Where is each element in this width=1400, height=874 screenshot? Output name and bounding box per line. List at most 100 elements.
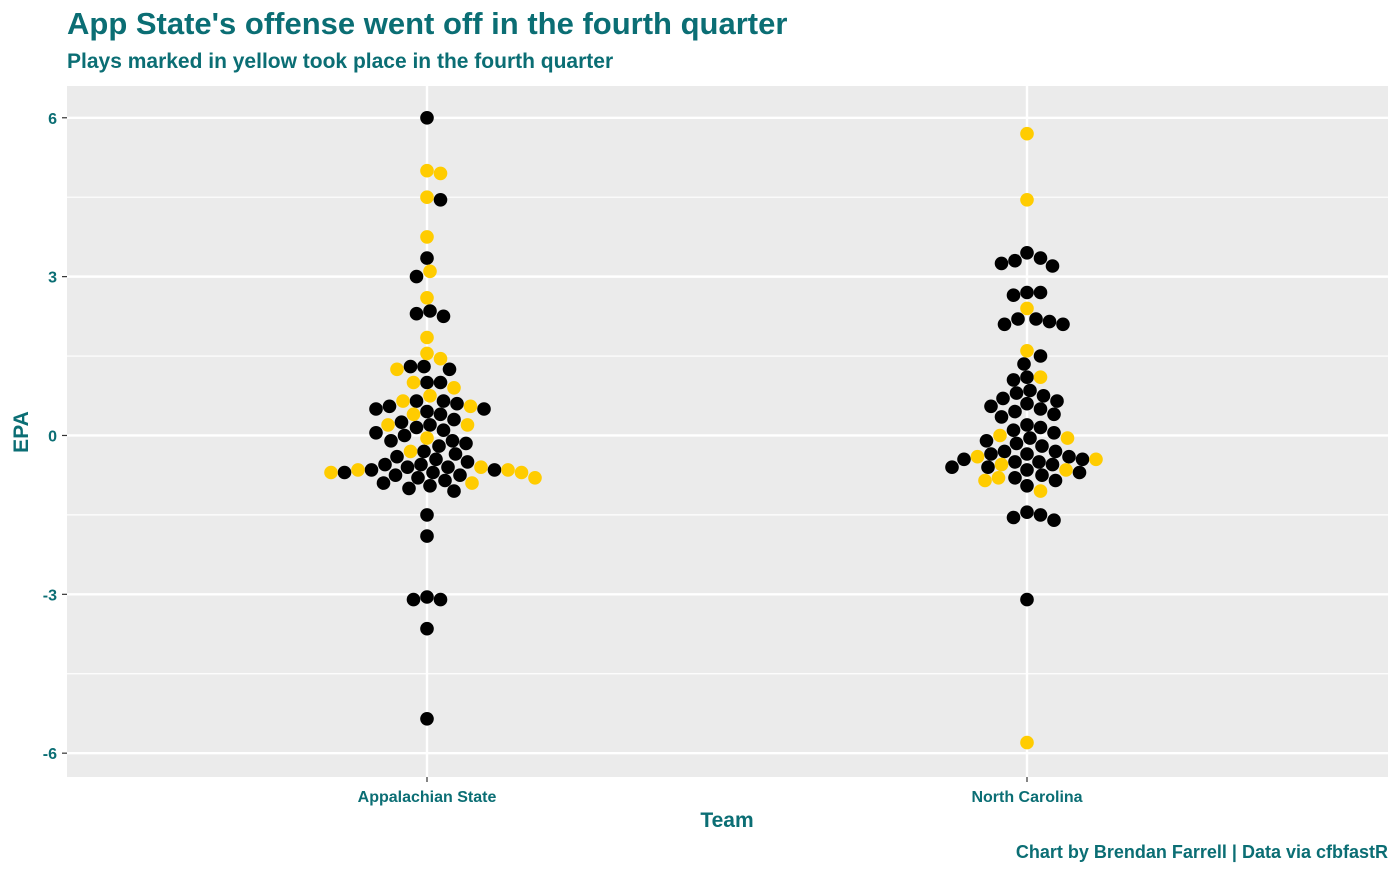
data-point-fourth-quarter [423,264,437,279]
data-point-other-quarter [420,404,434,419]
y-tick-label: 6 [48,111,57,128]
data-point-other-quarter [1033,420,1048,435]
data-point-fourth-quarter [406,407,421,422]
data-point-other-quarter [997,444,1012,459]
data-point-other-quarter [394,415,409,430]
x-axis-title: Team [700,809,753,832]
data-point-fourth-quarter [514,465,529,480]
data-point-other-quarter [1048,473,1063,488]
data-point-other-quarter [447,484,461,498]
data-point-other-quarter [369,426,383,440]
data-point-other-quarter [397,428,412,443]
data-point-other-quarter [1009,386,1024,400]
data-point-other-quarter [420,621,434,636]
data-point-other-quarter [433,193,448,207]
data-point-other-quarter [1036,389,1051,403]
data-point-fourth-quarter [1020,344,1034,358]
data-point-other-quarter [1020,396,1034,411]
data-point-other-quarter [442,362,457,377]
data-point-other-quarter [426,465,440,480]
data-point-fourth-quarter [351,463,365,477]
data-point-fourth-quarter [396,394,410,408]
data-point-other-quarter [1020,463,1034,477]
data-point-other-quarter [1035,468,1049,483]
data-point-other-quarter [994,256,1009,271]
data-point-other-quarter [420,251,434,265]
data-point-fourth-quarter [1059,463,1073,477]
data-point-fourth-quarter [447,381,461,395]
data-point-other-quarter [436,423,451,438]
data-point-other-quarter [1075,452,1090,467]
data-point-other-quarter [388,468,403,483]
data-point-fourth-quarter [970,449,985,464]
data-point-other-quarter [1008,471,1022,485]
data-point-fourth-quarter [1033,370,1048,385]
data-points [324,111,1103,750]
data-point-other-quarter [402,481,416,496]
data-point-other-quarter [1045,259,1060,273]
axes: -6 -3 0 3 6 Appalachian State North Carolina [43,111,1083,806]
data-point-fourth-quarter [474,460,488,475]
data-point-fourth-quarter [1020,126,1034,141]
data-point-other-quarter [423,479,437,493]
data-point-other-quarter [414,457,428,472]
y-axis-title: EPA [10,411,33,453]
data-point-other-quarter [1006,423,1021,438]
data-point-other-quarter [409,269,424,284]
data-point-other-quarter [337,465,352,480]
data-point-other-quarter [994,410,1009,424]
data-point-other-quarter [1062,449,1076,464]
data-point-fourth-quarter [460,418,475,432]
data-point-other-quarter [403,359,418,374]
data-point-other-quarter [432,439,446,453]
data-point-other-quarter [420,712,434,726]
gridlines [67,86,1388,777]
data-point-fourth-quarter [501,463,515,477]
data-point-other-quarter [453,468,467,483]
data-point-other-quarter [1033,349,1048,363]
data-point-other-quarter [1048,444,1063,459]
data-point-fourth-quarter [1060,431,1075,445]
data-point-other-quarter [1020,592,1034,607]
data-point-other-quarter [1020,447,1034,461]
data-point-other-quarter [1033,508,1048,522]
data-point-other-quarter [460,455,475,469]
data-point-other-quarter [448,447,463,461]
plot-panel [67,86,1388,777]
data-point-other-quarter [957,452,971,467]
data-point-other-quarter [1006,288,1021,303]
data-point-other-quarter [376,476,391,490]
data-point-other-quarter [996,391,1010,406]
data-point-fourth-quarter [1020,301,1034,316]
data-point-other-quarter [445,434,460,448]
data-point-other-quarter [423,304,437,318]
chart-caption: Chart by Brendan Farrell | Data via cfbf… [1015,842,1388,862]
data-point-other-quarter [364,463,379,477]
data-point-other-quarter [369,402,383,416]
data-point-fourth-quarter [1089,452,1103,467]
data-point-other-quarter [1020,246,1034,260]
data-point-fourth-quarter [381,418,395,432]
data-point-other-quarter [420,508,434,522]
data-point-other-quarter [1020,418,1034,432]
data-point-fourth-quarter [403,444,418,459]
chart-subtitle: Plays marked in yellow took place in the… [67,50,614,73]
data-point-other-quarter [384,434,398,448]
data-point-other-quarter [417,359,431,374]
data-point-fourth-quarter [420,291,434,305]
data-point-fourth-quarter [324,465,338,480]
data-point-other-quarter [1050,394,1064,408]
data-point-other-quarter [1033,285,1048,300]
data-point-fourth-quarter [420,230,434,244]
data-point-fourth-quarter [423,389,437,403]
data-point-other-quarter [1047,407,1061,422]
y-tick-label: -3 [43,587,57,604]
data-point-other-quarter [411,471,425,485]
y-tick-label: 3 [48,270,57,287]
data-point-other-quarter [450,396,464,411]
data-point-other-quarter [436,394,451,408]
x-tick-label: North Carolina [971,789,1082,806]
data-point-fourth-quarter [420,330,434,345]
data-point-fourth-quarter [406,375,421,390]
data-point-other-quarter [997,317,1012,332]
